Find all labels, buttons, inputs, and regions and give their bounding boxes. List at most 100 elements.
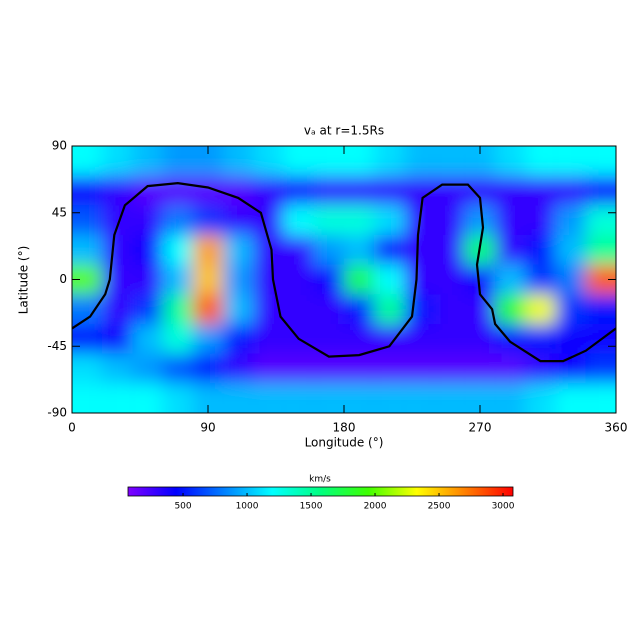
heatmap-cell: [344, 146, 375, 176]
heatmap-cell: [223, 294, 254, 324]
heatmap-cell: [495, 235, 526, 265]
heatmap-cell: [434, 264, 465, 295]
heatmap-cell: [344, 205, 375, 235]
heatmap-cell: [283, 294, 314, 324]
heatmap-cell: [404, 146, 435, 176]
colorbar-tick-label: 500: [174, 502, 191, 512]
heatmap-cell: [132, 264, 163, 295]
heatmap-cell: [223, 324, 254, 354]
colorbar-tick-label: 2000: [364, 502, 387, 512]
heatmap-cell: [585, 205, 616, 235]
chart-title: vₐ at r=1.5Rs: [304, 124, 384, 138]
heatmap-cell: [434, 324, 465, 354]
heatmap-cell: [344, 294, 375, 324]
heatmap-cell: [525, 205, 556, 235]
heatmap-cell: [313, 175, 344, 206]
heatmap-cell: [132, 294, 163, 324]
heatmap-cell: [72, 205, 103, 235]
heatmap-cell: [102, 383, 133, 413]
y-tick-label: 0: [59, 272, 67, 286]
heatmap-cell: [132, 205, 163, 235]
heatmap-cell: [223, 383, 254, 413]
y-tick-label: 45: [52, 205, 67, 219]
heatmap-cell: [162, 264, 193, 295]
x-tick-label: 90: [200, 421, 215, 435]
heatmap-cell: [434, 235, 465, 265]
heatmap-cell: [132, 235, 163, 265]
heatmap-cell: [162, 235, 193, 265]
heatmap-cell: [313, 264, 344, 295]
heatmap-cell: [434, 205, 465, 235]
heatmap-cell: [162, 383, 193, 413]
heatmap-cell: [374, 294, 405, 324]
heatmap-cell: [253, 324, 284, 354]
heatmap-cell: [525, 264, 556, 295]
heatmap-cell: [192, 294, 224, 324]
heatmap-cell: [495, 175, 526, 206]
heatmap-cell: [374, 146, 405, 176]
heatmap-cell: [495, 146, 526, 176]
x-tick-label: 360: [605, 421, 628, 435]
heatmap-cell: [223, 205, 254, 235]
heatmap-cell: [434, 383, 465, 413]
heatmap-cell: [72, 235, 103, 265]
heatmap-cell: [192, 324, 224, 354]
x-tick-label: 270: [469, 421, 492, 435]
heatmap-cell: [464, 353, 496, 384]
heatmap-cell: [585, 235, 616, 265]
heatmap-cell: [404, 235, 435, 265]
heatmap-cell: [192, 205, 224, 235]
heatmap-cell: [344, 324, 375, 354]
heatmap-cell: [72, 324, 103, 354]
heatmap-cell: [555, 383, 586, 413]
heatmap-cell: [404, 264, 435, 295]
heatmap-cell: [313, 353, 344, 384]
heatmap-cell: [223, 353, 254, 384]
heatmap-cell: [555, 324, 586, 354]
heatmap-cell: [192, 264, 224, 295]
heatmap-cell: [495, 353, 526, 384]
x-axis-label: Longitude (°): [305, 436, 384, 450]
heatmap-cell: [283, 235, 314, 265]
heatmap-cell: [283, 383, 314, 413]
heatmap-cell: [223, 235, 254, 265]
y-tick-label: 90: [52, 139, 67, 153]
heatmap-cell: [102, 205, 133, 235]
heatmap-cell: [404, 383, 435, 413]
heatmap-cell: [313, 324, 344, 354]
heatmap-cell: [525, 146, 556, 176]
heatmap-cell: [585, 383, 616, 413]
heatmap-cell: [102, 146, 133, 176]
heatmap-cell: [162, 205, 193, 235]
heatmap-cell: [283, 264, 314, 295]
heatmap-cell: [525, 175, 556, 206]
x-tick-label: 180: [333, 421, 356, 435]
heatmap-cell: [374, 175, 405, 206]
heatmap-cell: [283, 146, 314, 176]
colorbar-label: km/s: [309, 475, 331, 485]
colorbar-tick-label: 3000: [492, 502, 515, 512]
heatmap-cell: [132, 353, 163, 384]
heatmap-cell: [555, 294, 586, 324]
heatmap-cell: [253, 264, 284, 295]
heatmap-cell: [102, 353, 133, 384]
heatmap-cell: [313, 205, 344, 235]
heatmap-cell: [464, 205, 496, 235]
heatmap-cell: [283, 205, 314, 235]
heatmap-cell: [374, 264, 405, 295]
heatmap-cell: [464, 294, 496, 324]
heatmap-cell: [313, 383, 344, 413]
heatmap-cell: [344, 264, 375, 295]
heatmap-cell: [162, 353, 193, 384]
heatmap-cell: [223, 146, 254, 176]
heatmap-cell: [162, 146, 193, 176]
heatmap-cell: [585, 175, 616, 206]
heatmap-cell: [313, 235, 344, 265]
heatmap-cell: [102, 324, 133, 354]
y-tick-label: -45: [47, 339, 67, 353]
y-tick-label: -90: [47, 406, 67, 420]
heatmap-cell: [253, 383, 284, 413]
heatmap-cell: [283, 353, 314, 384]
heatmap-cell: [585, 294, 616, 324]
